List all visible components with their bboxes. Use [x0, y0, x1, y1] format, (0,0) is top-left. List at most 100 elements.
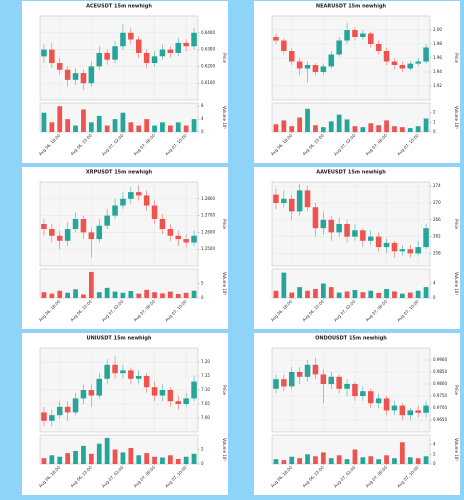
volume-bar: [344, 291, 350, 298]
volume-bar: [328, 287, 334, 298]
chart-title: UNIUSDT 15m newhigh: [87, 336, 152, 342]
y-tick-label: 1.2700: [201, 213, 215, 218]
y-tick-label: 270: [433, 200, 441, 205]
volume-bar: [376, 125, 382, 132]
volume-bar: [81, 445, 86, 464]
candle-body: [296, 372, 303, 377]
candle-body: [159, 218, 166, 230]
volume-bar: [360, 457, 366, 464]
candle-body: [320, 66, 327, 72]
volume-bar: [352, 290, 358, 298]
candle-body: [143, 195, 150, 206]
price-panel: [271, 347, 431, 433]
volume-tick-label: 0: [433, 129, 436, 134]
candle-body: [96, 378, 103, 396]
candle-body: [336, 376, 342, 389]
candle-body: [49, 229, 55, 236]
y-tick-label: 7.05: [201, 401, 210, 406]
candle-body: [159, 49, 166, 57]
volume-bar: [360, 292, 366, 298]
volume-bar: [281, 272, 287, 298]
candle-body: [312, 207, 319, 229]
volume-bar: [344, 459, 350, 464]
candle-body: [415, 410, 421, 413]
volume-axis-label: Volume 10⁶: [222, 272, 227, 295]
volume-bar: [183, 456, 189, 464]
volume-bar: [415, 126, 421, 132]
volume-bar: [376, 292, 382, 298]
y-tick-label: 7.10: [201, 387, 210, 392]
candle-body: [344, 30, 350, 41]
candle-body: [367, 33, 374, 44]
candle-body: [128, 32, 134, 40]
y-axis-label: Price: [222, 53, 227, 63]
candle-body: [191, 235, 197, 243]
volume-bar: [313, 125, 318, 132]
volume-bar: [49, 122, 55, 132]
volume-bar: [120, 112, 126, 132]
candle-body: [64, 229, 71, 241]
candle-body: [281, 379, 287, 387]
candle-body: [360, 391, 366, 396]
volume-bar: [96, 443, 102, 464]
y-tick-label: 1.2800: [201, 196, 215, 201]
candle-body: [367, 391, 374, 404]
candle-body: [375, 236, 382, 248]
volume-tick-label: 0: [433, 461, 436, 466]
candle-body: [281, 198, 287, 203]
y-tick-label: 2.00: [433, 27, 442, 32]
volume-bar: [352, 449, 358, 464]
candle-body: [64, 69, 71, 80]
volume-bar: [384, 288, 389, 298]
candle-body: [383, 51, 390, 62]
volume-tick-label: 0: [201, 295, 204, 300]
candle-body: [407, 249, 414, 254]
y-tick-label: 0.6200: [201, 63, 215, 68]
volume-bar: [407, 128, 413, 132]
volume-bar: [112, 449, 118, 464]
volume-bar: [399, 442, 405, 464]
volume-panel: [271, 102, 431, 133]
volume-bar: [368, 123, 374, 132]
candle-body: [80, 390, 87, 399]
volume-bar: [407, 292, 413, 298]
candle-body: [104, 52, 110, 60]
volume-bar: [328, 121, 334, 132]
volume-bar: [273, 459, 279, 464]
volume-bar: [57, 106, 63, 132]
volume-bar: [313, 288, 318, 298]
candle-body: [96, 225, 103, 240]
candle-body: [320, 219, 327, 229]
y-axis-label: Price: [454, 385, 459, 395]
candle-body: [135, 39, 142, 53]
volume-bar: [384, 120, 389, 132]
volume-tick-label: 0: [433, 295, 436, 300]
candle-body: [41, 412, 47, 421]
candle-body: [128, 192, 134, 199]
y-tick-label: 1.94: [433, 69, 442, 74]
volume-bar: [305, 290, 310, 298]
volume-bar: [136, 455, 142, 464]
y-tick-label: 0.9800: [433, 381, 447, 386]
volume-bar: [167, 291, 173, 298]
candle-body: [56, 235, 63, 241]
candle-body: [191, 32, 197, 47]
volume-bar: [415, 290, 421, 298]
volume-bar: [49, 455, 55, 464]
y-tick-label: 0.6400: [201, 30, 215, 35]
y-tick-label: 274: [433, 183, 441, 188]
volume-bar: [297, 287, 303, 298]
volume-bar: [144, 289, 150, 298]
candle-body: [104, 364, 110, 379]
candle-body: [399, 405, 406, 416]
candle-body: [135, 192, 142, 196]
candle-body: [72, 73, 79, 80]
candle-body: [167, 49, 174, 53]
volume-bar: [320, 283, 326, 298]
volume-bar: [423, 287, 429, 298]
candle-body: [112, 205, 118, 216]
volume-bar: [160, 457, 165, 464]
volume-bar: [104, 437, 110, 464]
candle-body: [183, 42, 189, 47]
volume-bar: [305, 108, 310, 132]
